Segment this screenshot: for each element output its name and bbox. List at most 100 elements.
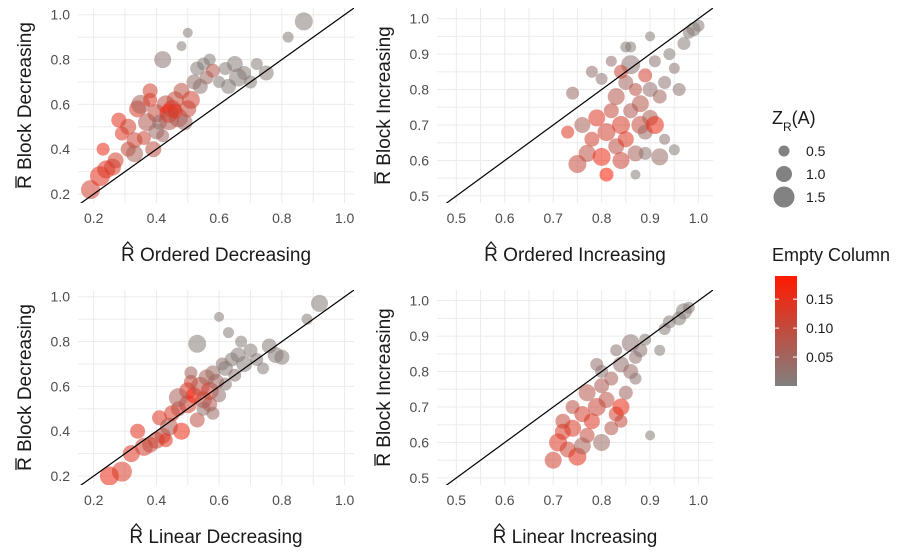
- data-point: [189, 412, 205, 428]
- data-point: [593, 434, 611, 451]
- x-axis-label: Ordered Increasing: [498, 245, 666, 266]
- data-point: [578, 144, 596, 162]
- x-tick-label: 0.8: [592, 492, 612, 508]
- y-tick-label: 1.0: [410, 11, 430, 27]
- y-tick-label: 0.9: [410, 328, 430, 344]
- data-point: [633, 343, 648, 358]
- data-point: [618, 385, 633, 400]
- data-point: [612, 116, 630, 134]
- color-bar: [775, 276, 797, 386]
- y-tick-label: 0.8: [410, 82, 430, 98]
- data-point: [629, 83, 642, 96]
- data-point: [618, 75, 634, 90]
- reference-line: [80, 290, 354, 485]
- data-point: [176, 41, 187, 52]
- x-axis-symbol: R: [121, 245, 135, 266]
- size-legend: ZR(A) 0.5 1.0 1.5: [772, 108, 826, 208]
- size-legend-key: [773, 186, 795, 208]
- x-tick-label: 0.4: [147, 492, 167, 508]
- svg-text:R Linear Increasing: R Linear Increasing: [493, 527, 658, 548]
- y-axis-label: Block Increasing: [374, 26, 395, 171]
- color-legend: Empty Column 0.15 0.10 0.05: [772, 245, 890, 386]
- y-tick-label: 1.0: [410, 293, 430, 309]
- hat-mark: [130, 522, 142, 531]
- x-tick-label: 1.0: [689, 492, 709, 508]
- data-point: [294, 12, 313, 31]
- data-point: [173, 422, 190, 440]
- points: [81, 12, 313, 200]
- size-legend-key: [776, 166, 792, 182]
- data-point: [236, 356, 253, 372]
- y-tick-label: 0.5: [410, 188, 430, 204]
- color-legend-label: 0.10: [806, 320, 833, 336]
- data-point: [182, 27, 193, 38]
- data-point: [627, 145, 644, 162]
- size-legend-label: 1.0: [806, 166, 826, 182]
- x-tick-label: 1.0: [335, 210, 355, 226]
- x-axis-label: Linear Increasing: [506, 527, 657, 548]
- size-legend-label: 0.5: [806, 143, 826, 159]
- data-point: [668, 62, 680, 74]
- data-point: [658, 76, 672, 89]
- data-point: [617, 131, 634, 148]
- x-tick-label: 0.8: [272, 210, 292, 226]
- data-point: [583, 413, 600, 430]
- y-axis-symbol: R: [374, 171, 395, 185]
- data-point: [235, 335, 248, 348]
- data-point: [258, 65, 274, 81]
- y-axis-label: Block Decreasing: [15, 22, 36, 175]
- data-point: [136, 131, 151, 145]
- x-tick-label: 0.6: [209, 210, 229, 226]
- y-axis-symbol: R: [15, 457, 36, 471]
- x-tick-label: 1.0: [689, 210, 709, 226]
- data-point: [96, 142, 110, 156]
- data-point: [154, 51, 172, 69]
- svg-text:R Ordered Decreasing: R Ordered Decreasing: [121, 245, 311, 266]
- data-point: [111, 461, 132, 482]
- data-point: [612, 152, 630, 169]
- y-tick-label: 0.6: [51, 96, 71, 112]
- data-point: [203, 53, 216, 66]
- svg-text:R Block Decreasing: R Block Decreasing: [15, 22, 36, 189]
- y-tick-label: 0.4: [51, 141, 71, 157]
- gridlines: [437, 290, 713, 485]
- x-axis-symbol: R: [484, 245, 498, 266]
- data-point: [645, 31, 656, 42]
- y-tick-label: 0.7: [410, 117, 430, 133]
- data-point: [659, 133, 671, 145]
- data-point: [223, 327, 234, 339]
- data-point: [614, 414, 628, 428]
- reference-line: [445, 8, 713, 203]
- y-tick-label: 0.5: [410, 470, 430, 486]
- data-point: [156, 129, 170, 143]
- data-point: [610, 344, 623, 357]
- y-tick-label: 1.0: [51, 7, 71, 23]
- data-point: [677, 37, 691, 50]
- y-tick-label: 0.7: [410, 399, 430, 415]
- data-point: [126, 145, 143, 163]
- y-tick-label: 0.2: [51, 468, 71, 484]
- data-point: [574, 117, 591, 133]
- data-point: [645, 116, 664, 134]
- x-tick-label: 0.7: [543, 492, 563, 508]
- x-axis-symbol: R: [129, 527, 143, 548]
- data-point: [578, 384, 596, 402]
- data-point: [692, 19, 705, 32]
- data-point: [145, 141, 162, 158]
- svg-text:R Block Increasing: R Block Increasing: [374, 26, 395, 184]
- data-point: [218, 377, 232, 391]
- x-tick-label: 0.2: [84, 492, 104, 508]
- svg-text:R Ordered Increasing: R Ordered Increasing: [484, 245, 666, 266]
- size-legend-title: ZR(A): [772, 108, 816, 134]
- x-axis-title: R Linear Increasing: [493, 522, 658, 548]
- data-point: [668, 144, 680, 156]
- x-tick-label: 1.0: [335, 492, 355, 508]
- reference-line: [80, 8, 354, 203]
- y-tick-label: 0.8: [51, 334, 71, 350]
- panel-1: 0.2 0.4 0.6 0.8 1.0 0.2 0.4 0.6 0.8 1.0 R Ordered …: [15, 7, 355, 266]
- x-axis-symbol: R: [493, 527, 507, 548]
- panel-2: 0.5 0.6 0.7 0.8 0.9 1.0 0.5 0.6 0.7 0.8 0.9 1.0 R Or…: [374, 8, 713, 266]
- data-point: [561, 125, 575, 139]
- y-tick-label: 0.8: [51, 52, 71, 68]
- y-tick-label: 1.0: [51, 289, 71, 305]
